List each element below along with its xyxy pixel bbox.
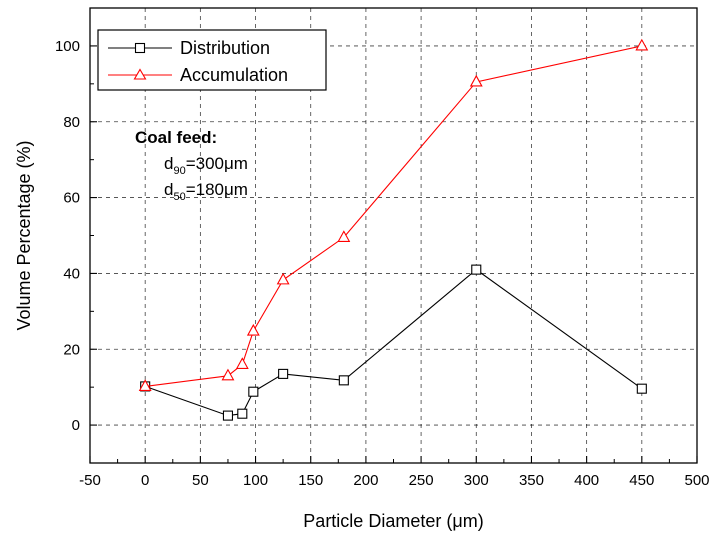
data-point-accumulation <box>635 38 649 51</box>
legend-label-distribution: Distribution <box>180 38 270 58</box>
x-tick-label: -50 <box>79 472 101 489</box>
x-tick-label: 400 <box>574 472 599 489</box>
data-point-distribution <box>636 383 647 394</box>
y-tick-label: 0 <box>72 417 80 434</box>
data-point-accumulation <box>276 272 290 285</box>
data-point-distribution <box>248 386 259 397</box>
legend-marker-distribution <box>134 42 146 54</box>
data-point-accumulation <box>235 357 249 369</box>
data-point-accumulation <box>337 230 351 242</box>
data-point-distribution <box>237 408 248 419</box>
y-axis-title: Volume Percentage (%) <box>14 140 34 330</box>
d90-prefix: d <box>164 154 173 173</box>
x-tick-label: 100 <box>243 472 268 489</box>
x-tick-label: 0 <box>141 472 149 489</box>
legend: Distribution Accumulation <box>97 29 327 91</box>
annotation-heading: Coal feed: <box>135 128 217 147</box>
coal-feed-annotation: Coal feed: d90=300μm d50=180μm <box>135 128 248 203</box>
annotation-d50: d50=180μm <box>164 180 248 203</box>
x-tick-label: 50 <box>192 472 209 489</box>
x-tick-label: 300 <box>464 472 489 489</box>
legend-box <box>97 29 327 91</box>
x-axis-title: Particle Diameter (μm) <box>303 511 483 531</box>
axis-ticks: -50 0 50 100 150 200 250 300 350 400 450 500 0 20 40 60… <box>55 38 710 489</box>
data-point-accumulation <box>246 323 260 336</box>
data-point-accumulation <box>221 368 235 381</box>
x-tick-label: 150 <box>298 472 323 489</box>
data-point-distribution <box>222 410 234 421</box>
y-tick-label: 20 <box>63 341 80 358</box>
d50-subscript: 50 <box>173 191 185 203</box>
x-tick-label: 250 <box>409 472 434 489</box>
x-tick-label: 350 <box>519 472 544 489</box>
d50-value: =180μm <box>186 180 248 199</box>
y-tick-label: 100 <box>55 38 80 55</box>
series-layer <box>138 38 649 421</box>
data-point-distribution <box>278 368 289 379</box>
series-line-distribution <box>144 268 643 417</box>
y-tick-label: 80 <box>63 114 80 131</box>
x-tick-label: 200 <box>353 472 378 489</box>
x-tick-label: 450 <box>629 472 654 489</box>
y-tick-label: 40 <box>63 265 80 282</box>
annotation-d90: d90=300μm <box>164 154 248 177</box>
data-point-accumulation <box>138 379 152 391</box>
legend-marker-accumulation <box>133 68 147 80</box>
data-point-distribution <box>338 375 349 386</box>
legend-label-accumulation: Accumulation <box>180 65 288 85</box>
data-point-accumulation <box>469 74 483 87</box>
d50-prefix: d <box>164 180 173 199</box>
d90-value: =300μm <box>186 154 248 173</box>
y-tick-label: 60 <box>63 190 80 207</box>
d90-subscript: 90 <box>173 165 185 177</box>
data-point-distribution <box>471 264 482 275</box>
x-tick-label: 500 <box>684 472 709 489</box>
